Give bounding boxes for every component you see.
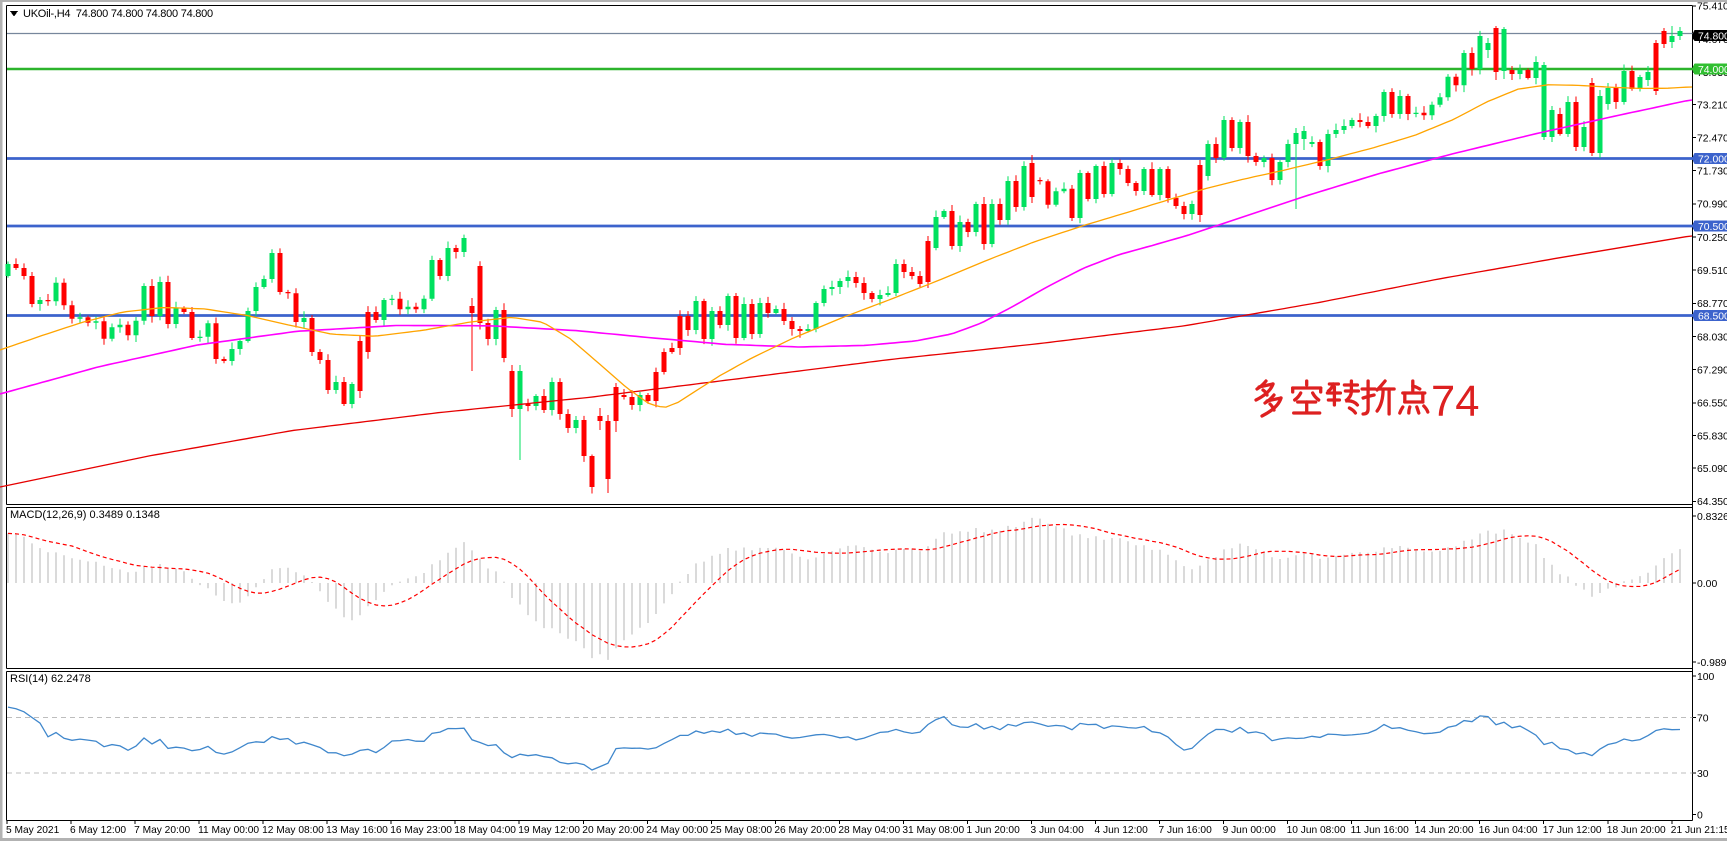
svg-text:7 May 20:00: 7 May 20:00 bbox=[134, 825, 190, 836]
svg-text:10 Jun 08:00: 10 Jun 08:00 bbox=[1287, 825, 1346, 836]
svg-text:70.250: 70.250 bbox=[1697, 233, 1727, 244]
svg-text:21 Jun 21:15: 21 Jun 21:15 bbox=[1671, 825, 1727, 836]
svg-text:70: 70 bbox=[1697, 713, 1709, 724]
svg-text:30: 30 bbox=[1697, 769, 1709, 780]
svg-text:24 May 00:00: 24 May 00:00 bbox=[646, 825, 708, 836]
svg-text:18 Jun 20:00: 18 Jun 20:00 bbox=[1607, 825, 1666, 836]
svg-text:14 Jun 20:00: 14 Jun 20:00 bbox=[1415, 825, 1474, 836]
svg-text:13 May 16:00: 13 May 16:00 bbox=[326, 825, 388, 836]
svg-text:0.8326: 0.8326 bbox=[1697, 512, 1727, 523]
svg-text:16 Jun 04:00: 16 Jun 04:00 bbox=[1479, 825, 1538, 836]
svg-text:65.830: 65.830 bbox=[1697, 431, 1727, 442]
svg-text:26 May 20:00: 26 May 20:00 bbox=[774, 825, 836, 836]
svg-text:9 Jun 00:00: 9 Jun 00:00 bbox=[1223, 825, 1277, 836]
svg-text:74.000: 74.000 bbox=[1698, 65, 1727, 76]
svg-text:RSI(14) 62.2478: RSI(14) 62.2478 bbox=[10, 673, 91, 685]
svg-text:UKOil-,H4 74.800 74.800 74.80: UKOil-,H4 74.800 74.800 74.800 74.800 bbox=[23, 8, 213, 20]
svg-text:1 Jun 20:00: 1 Jun 20:00 bbox=[967, 825, 1021, 836]
svg-text:20 May 20:00: 20 May 20:00 bbox=[582, 825, 644, 836]
svg-text:11 May 00:00: 11 May 00:00 bbox=[198, 825, 259, 836]
svg-text:16 May 23:00: 16 May 23:00 bbox=[390, 825, 452, 836]
svg-text:74: 74 bbox=[1431, 378, 1479, 426]
svg-text:71.730: 71.730 bbox=[1697, 167, 1727, 178]
svg-text:25 May 08:00: 25 May 08:00 bbox=[710, 825, 772, 836]
svg-text:70.990: 70.990 bbox=[1697, 200, 1727, 211]
svg-text:72.470: 72.470 bbox=[1697, 133, 1727, 144]
svg-text:MACD(12,26,9) 0.3489 0.1348: MACD(12,26,9) 0.3489 0.1348 bbox=[10, 509, 160, 521]
svg-text:19 May 12:00: 19 May 12:00 bbox=[518, 825, 580, 836]
svg-text:3 Jun 04:00: 3 Jun 04:00 bbox=[1031, 825, 1085, 836]
svg-text:12 May 08:00: 12 May 08:00 bbox=[262, 825, 324, 836]
svg-text:66.550: 66.550 bbox=[1697, 399, 1727, 410]
svg-text:73.210: 73.210 bbox=[1697, 100, 1727, 111]
svg-text:69.510: 69.510 bbox=[1697, 266, 1727, 277]
svg-text:68.770: 68.770 bbox=[1697, 299, 1727, 310]
svg-text:11 Jun 16:00: 11 Jun 16:00 bbox=[1351, 825, 1409, 836]
svg-text:5 May 2021: 5 May 2021 bbox=[6, 825, 60, 836]
svg-text:68.500: 68.500 bbox=[1698, 311, 1727, 322]
svg-text:28 May 04:00: 28 May 04:00 bbox=[838, 825, 900, 836]
svg-text:100: 100 bbox=[1697, 672, 1715, 683]
svg-text:75.410: 75.410 bbox=[1697, 2, 1727, 13]
svg-text:0.00: 0.00 bbox=[1697, 579, 1717, 590]
svg-text:74.800: 74.800 bbox=[1698, 31, 1727, 42]
svg-text:0: 0 bbox=[1697, 810, 1703, 821]
svg-text:31 May 08:00: 31 May 08:00 bbox=[902, 825, 964, 836]
svg-text:65.090: 65.090 bbox=[1697, 464, 1727, 475]
svg-text:67.290: 67.290 bbox=[1697, 366, 1727, 377]
svg-text:18 May 04:00: 18 May 04:00 bbox=[454, 825, 516, 836]
svg-text:68.030: 68.030 bbox=[1697, 332, 1727, 343]
svg-text:-0.9897: -0.9897 bbox=[1697, 658, 1727, 669]
svg-text:72.000: 72.000 bbox=[1698, 154, 1727, 165]
svg-text:64.350: 64.350 bbox=[1697, 497, 1727, 508]
svg-text:4 Jun 12:00: 4 Jun 12:00 bbox=[1095, 825, 1149, 836]
svg-text:7 Jun 16:00: 7 Jun 16:00 bbox=[1159, 825, 1213, 836]
svg-text:6 May 12:00: 6 May 12:00 bbox=[70, 825, 126, 836]
svg-text:70.500: 70.500 bbox=[1698, 222, 1727, 233]
svg-text:17 Jun 12:00: 17 Jun 12:00 bbox=[1543, 825, 1602, 836]
